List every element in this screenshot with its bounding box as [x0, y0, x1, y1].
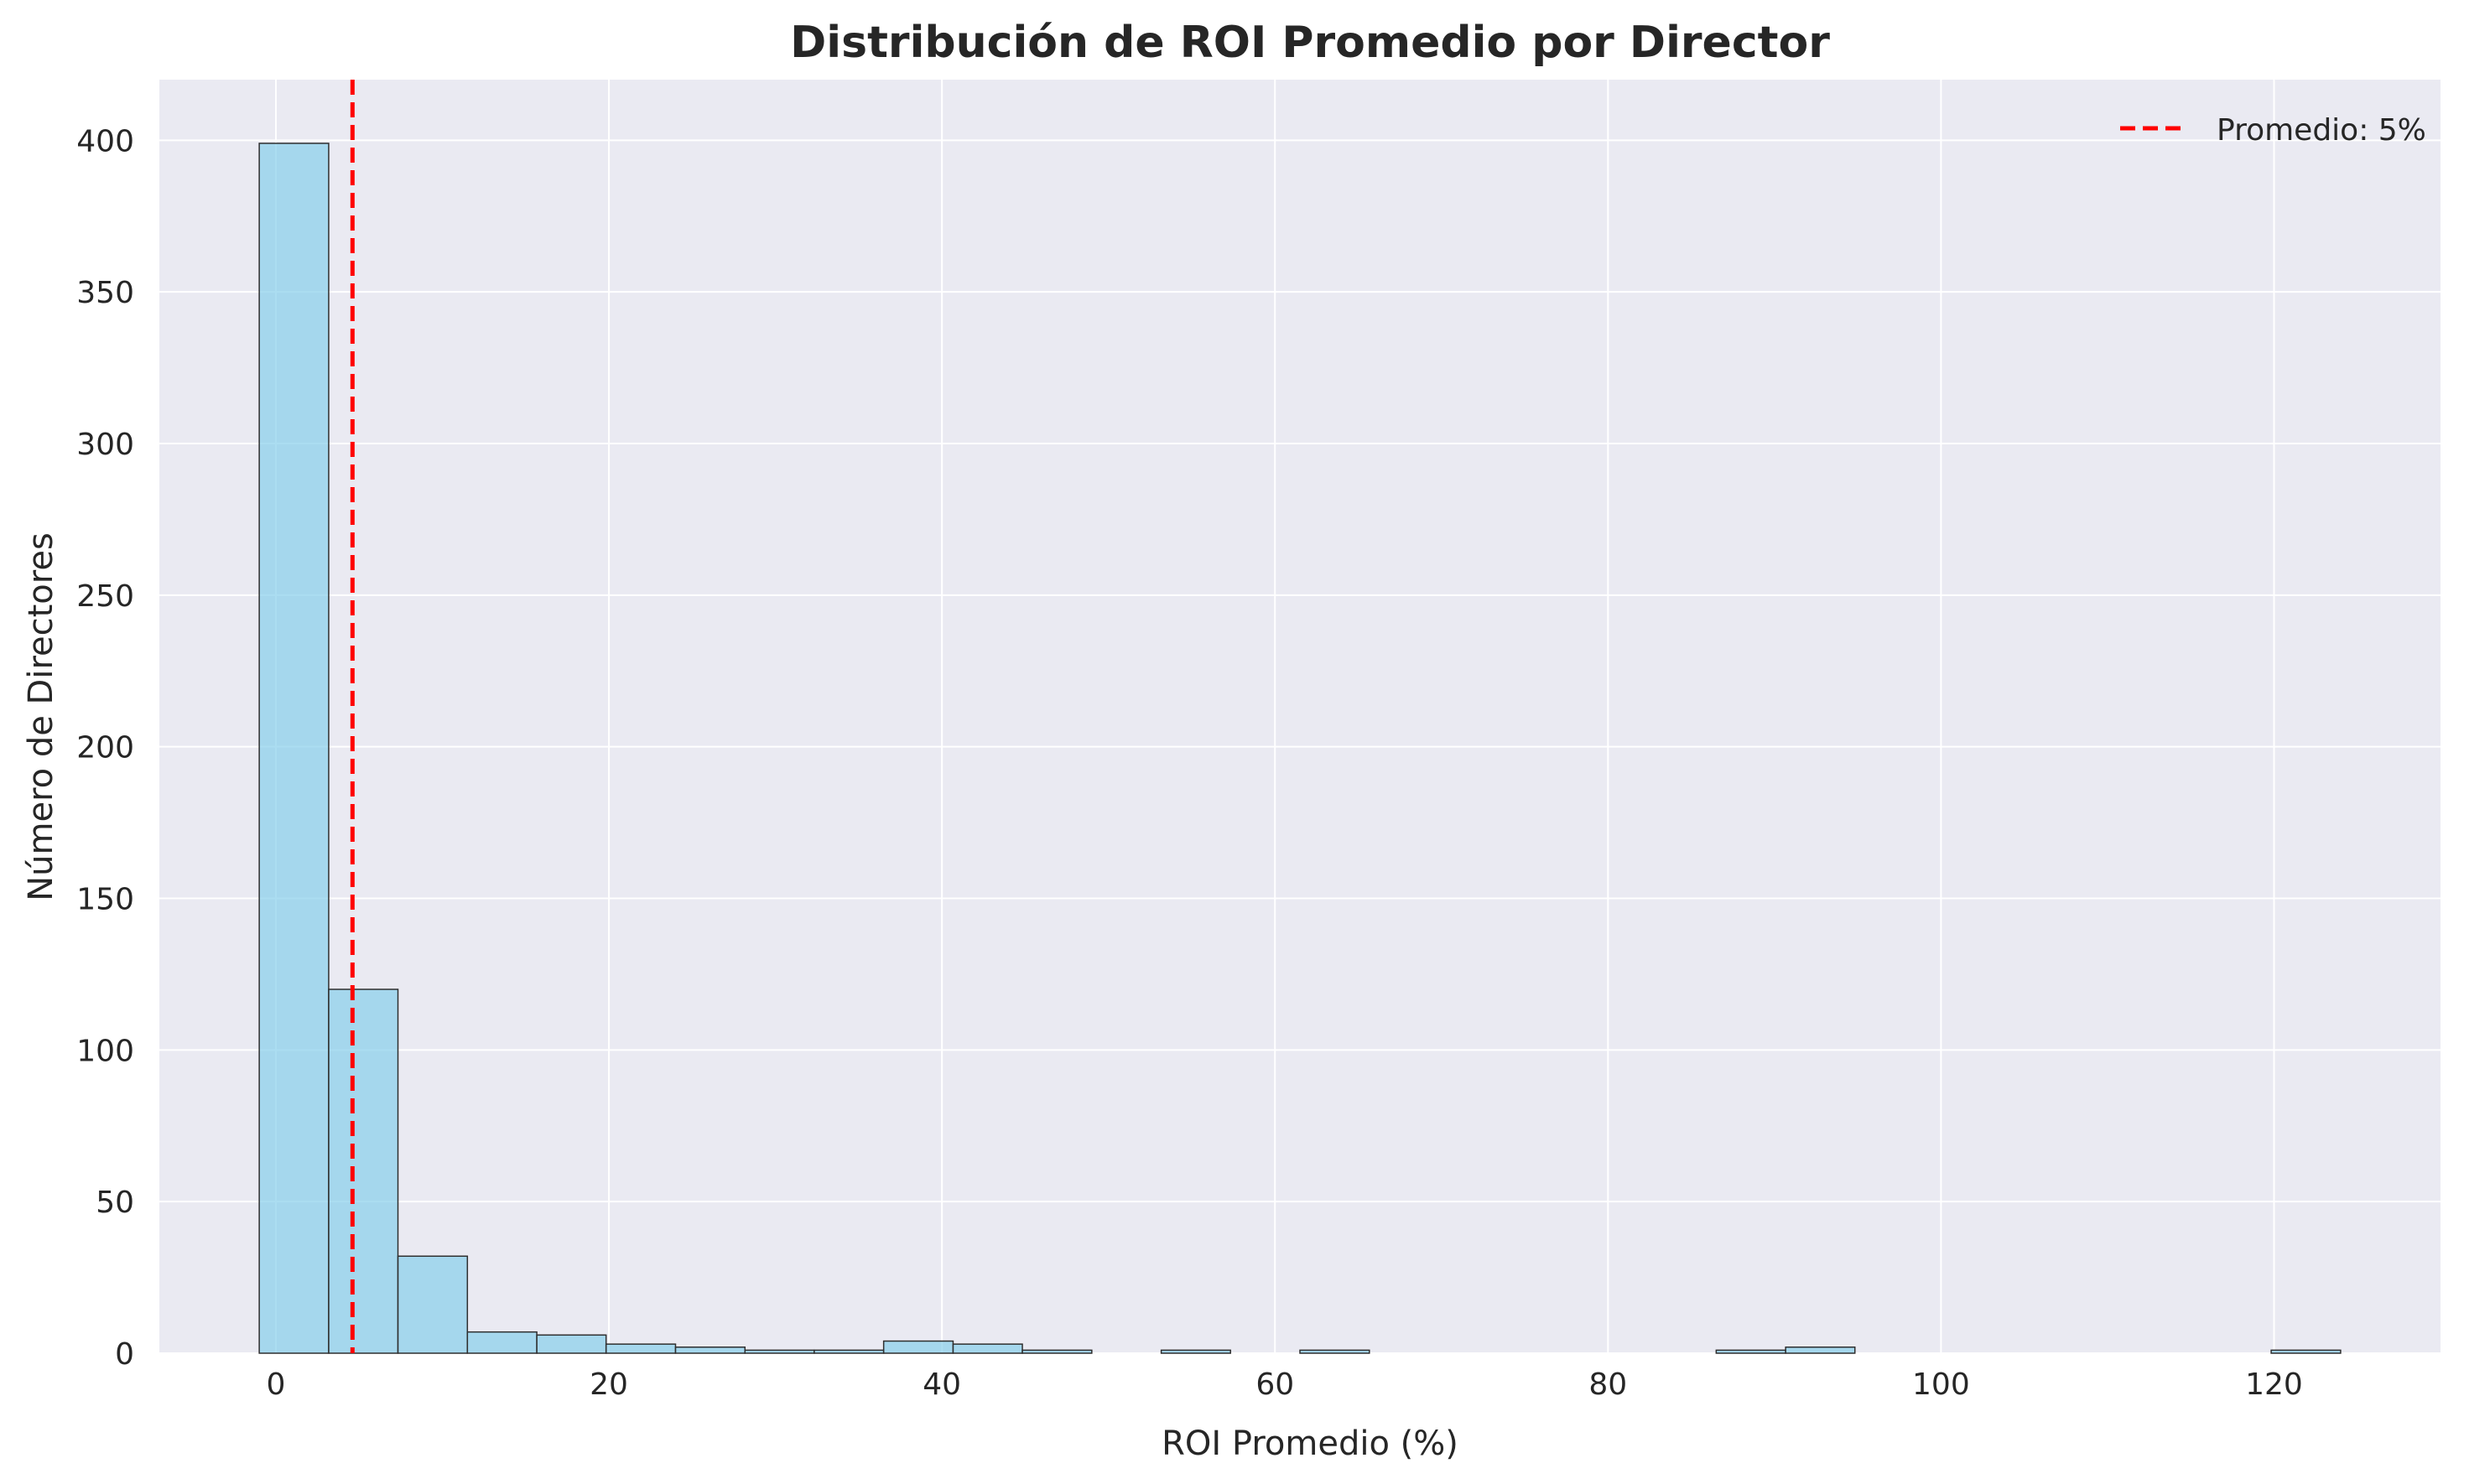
grid-lines [159, 80, 2441, 1354]
y-tick-label: 400 [76, 124, 134, 158]
histogram-bar [674, 1346, 746, 1354]
histogram-bar [744, 1349, 815, 1354]
y-tick-label: 50 [96, 1186, 134, 1220]
histogram-bar [2270, 1349, 2342, 1354]
histogram-bar [952, 1343, 1023, 1354]
y-tick-label: 250 [76, 579, 134, 614]
x-axis-label: ROI Promedio (%) [1162, 1424, 1458, 1463]
histogram-bar [605, 1343, 677, 1354]
histogram-bar [1021, 1349, 1093, 1354]
y-tick-label: 150 [76, 883, 134, 917]
y-tick-label: 200 [76, 731, 134, 765]
x-tick-label: 100 [1912, 1367, 1970, 1402]
y-tick-label: 350 [76, 276, 134, 310]
y-axis-ticks: 0 50 100 150 200 250 300 350 400 [76, 124, 134, 1372]
y-tick-label: 0 [115, 1337, 134, 1372]
histogram-bar [536, 1334, 607, 1354]
x-tick-label: 120 [2245, 1367, 2303, 1402]
x-tick-label: 0 [267, 1367, 286, 1402]
histogram-bar [1785, 1346, 1856, 1354]
plot-background [159, 80, 2441, 1353]
chart-title: Distribución de ROI Promedio por Directo… [790, 18, 1830, 68]
x-tick-label: 40 [923, 1367, 961, 1402]
histogram-bar [1160, 1349, 1231, 1354]
histogram-bar [882, 1340, 954, 1354]
x-tick-label: 20 [590, 1367, 628, 1402]
histogram-bars [258, 143, 2342, 1354]
histogram-bar [397, 1255, 469, 1354]
histogram-bar [258, 143, 330, 1354]
y-tick-label: 300 [76, 428, 134, 462]
histogram-bar [466, 1331, 538, 1354]
histogram-bar [1299, 1349, 1370, 1354]
x-tick-label: 60 [1255, 1367, 1294, 1402]
y-tick-label: 100 [76, 1034, 134, 1068]
histogram-bar [328, 988, 399, 1354]
legend: Promedio: 5% [2120, 113, 2426, 148]
x-axis-ticks: 0 20 40 60 80 100 120 [267, 1367, 2303, 1402]
histogram-bar [814, 1349, 885, 1354]
y-axis-label: Número de Directores [22, 532, 60, 901]
legend-mean-label: Promedio: 5% [2217, 113, 2426, 148]
x-tick-label: 80 [1588, 1367, 1627, 1402]
histogram-bar [1715, 1349, 1786, 1354]
